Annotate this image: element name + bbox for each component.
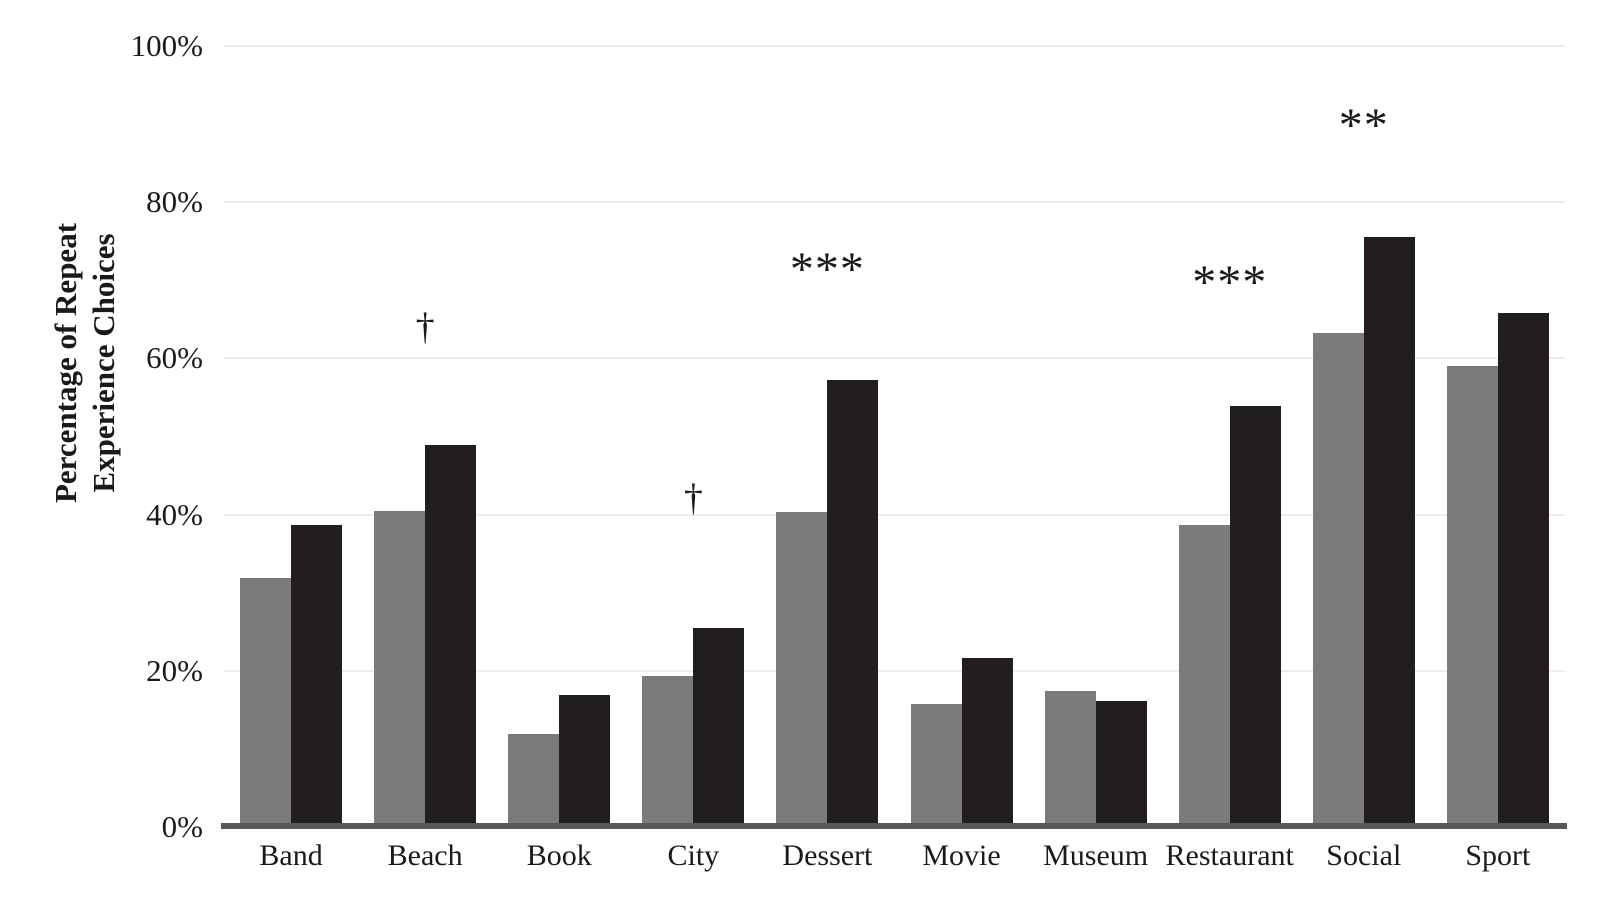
x-label-city: City xyxy=(667,839,720,872)
bar-group-museum xyxy=(1029,46,1163,827)
x-label-sport: Sport xyxy=(1465,839,1531,872)
significance-marker-restaurant: *** xyxy=(1192,256,1268,310)
bar-book-black xyxy=(559,695,611,827)
bar-sport-gray xyxy=(1446,366,1498,827)
bar-movie-black xyxy=(961,658,1013,827)
bar-group-city: † xyxy=(626,46,760,827)
gridline-60% xyxy=(224,357,1565,360)
gridline-20% xyxy=(224,669,1565,672)
bar-band-gray xyxy=(240,577,292,827)
x-label-dessert: Dessert xyxy=(782,839,873,872)
bar-restaurant-gray xyxy=(1178,524,1230,827)
x-label-restaurant: Restaurant xyxy=(1165,839,1294,872)
significance-marker-dessert: *** xyxy=(789,242,865,296)
x-label-book: Book xyxy=(526,839,592,872)
bar-beach-black xyxy=(425,445,477,827)
bar-group-book xyxy=(492,46,626,827)
bar-band-black xyxy=(291,524,343,827)
y-tick-label-40%: 40% xyxy=(146,496,203,532)
bar-movie-gray xyxy=(910,703,962,827)
gridline-80% xyxy=(224,201,1565,204)
bar-city-gray xyxy=(642,676,694,827)
bar-museum-black xyxy=(1095,701,1147,827)
y-tick-label-80%: 80% xyxy=(146,184,203,220)
x-label-band: Band xyxy=(259,839,323,872)
x-axis-labels: Band Beach Book City Dessert Movie Museum Resta… xyxy=(224,838,1565,874)
x-label-social: Social xyxy=(1326,839,1402,872)
y-tick-label-100%: 100% xyxy=(130,28,203,63)
bar-museum-gray xyxy=(1044,691,1096,827)
bar-group-dessert: *** xyxy=(760,46,894,827)
x-axis-line xyxy=(221,823,1567,829)
gridline-100% xyxy=(224,45,1565,47)
x-label-museum: Museum xyxy=(1043,839,1149,872)
significance-marker-social: ** xyxy=(1338,99,1389,153)
bar-city-black xyxy=(693,627,745,827)
bar-group-sport xyxy=(1431,46,1565,827)
y-tick-label-20%: 20% xyxy=(146,652,203,688)
bar-book-gray xyxy=(508,734,560,827)
plot-area: † † *** *** ** xyxy=(224,45,1565,827)
bar-beach-gray xyxy=(374,510,426,827)
bar-group-band xyxy=(224,46,358,827)
bar-dessert-gray xyxy=(776,512,828,827)
bar-group-social: ** xyxy=(1297,46,1431,827)
bar-group-movie xyxy=(894,46,1028,827)
bar-restaurant-black xyxy=(1229,406,1281,827)
bar-group-beach: † xyxy=(358,46,492,827)
bar-social-black xyxy=(1363,237,1415,827)
bar-sport-black xyxy=(1497,313,1549,827)
bar-group-restaurant: *** xyxy=(1163,46,1297,827)
bar-dessert-black xyxy=(827,380,879,827)
bar-groups: † † *** *** ** xyxy=(224,46,1565,827)
bar-social-gray xyxy=(1312,332,1364,827)
x-label-beach: Beach xyxy=(387,839,463,872)
y-tick-label-60%: 60% xyxy=(146,340,203,376)
significance-marker-city: † xyxy=(683,476,703,519)
x-label-movie: Movie xyxy=(922,839,1001,872)
y-tick-label-0%: 0% xyxy=(161,809,203,844)
gridline-40% xyxy=(224,513,1565,516)
significance-marker-beach: † xyxy=(415,305,435,348)
